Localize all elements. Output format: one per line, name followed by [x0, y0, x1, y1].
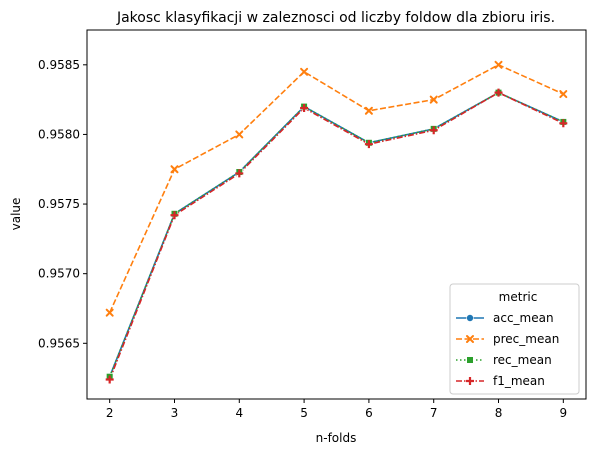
legend-items: acc_mean prec_mean rec_mean f1_mean [456, 311, 559, 388]
f1_mean-point [170, 211, 179, 220]
x-tick-label: 9 [559, 406, 567, 420]
y-tick-label: 0.9585 [38, 58, 80, 72]
legend-label: f1_mean [493, 374, 545, 388]
f1_mean-line [108, 91, 564, 380]
f1_mean-point [364, 140, 373, 149]
f1_mean-point [300, 103, 309, 112]
f1_mean-point [429, 126, 438, 135]
legend-marker [466, 335, 474, 343]
x-tick-label: 8 [495, 406, 503, 420]
legend-marker [466, 314, 474, 322]
prec_mean-point [300, 67, 309, 76]
prec_mean-point [364, 106, 373, 115]
f1_mean-point [235, 169, 244, 178]
y-tick-label: 0.9565 [38, 336, 80, 350]
f1_mean-point [105, 375, 114, 384]
legend-marker [466, 356, 474, 364]
f1_mean-point [559, 119, 568, 128]
x-tick-label: 2 [106, 406, 114, 420]
legend-marker [466, 377, 474, 385]
chart-title: Jakosc klasyfikacji w zaleznosci od licz… [116, 10, 555, 26]
x-tick-label: 3 [171, 406, 179, 420]
legend-title: metric [499, 290, 538, 304]
y-tick-label: 0.9575 [38, 197, 80, 211]
x-tick-label: 4 [235, 406, 243, 420]
f1_mean-point [494, 88, 503, 97]
series-markers [105, 60, 568, 384]
y-tick-label: 0.9580 [38, 127, 80, 141]
y-axis: 0.9565 0.9570 0.9575 0.9580 0.9585 [38, 58, 87, 350]
prec_mean-point [494, 60, 503, 69]
prec_mean-point [559, 90, 568, 99]
x-axis: 2 3 4 5 6 7 8 9 [106, 399, 567, 420]
series-lines [108, 63, 564, 380]
y-tick-label: 0.9570 [38, 267, 80, 281]
legend-box [449, 283, 580, 395]
legend-label: rec_mean [493, 353, 552, 367]
x-tick-label: 6 [365, 406, 373, 420]
x-tick-label: 7 [430, 406, 438, 420]
legend-label: prec_mean [493, 332, 559, 346]
prec_mean-point [429, 95, 438, 104]
prec_mean-point [235, 130, 244, 139]
x-axis-label: n-folds [316, 431, 357, 445]
plot-frame [86, 29, 587, 400]
prec_mean-line [108, 63, 564, 313]
legend: metric acc_mean prec_mean rec_mean f1_mean [449, 283, 580, 395]
y-axis-label: value [9, 198, 23, 231]
x-tick-label: 5 [300, 406, 308, 420]
legend-label: acc_mean [493, 311, 554, 325]
rec_mean-line [108, 91, 564, 378]
prec_mean-point [105, 308, 114, 317]
prec_mean-point [170, 165, 179, 174]
plot-area [86, 29, 587, 400]
